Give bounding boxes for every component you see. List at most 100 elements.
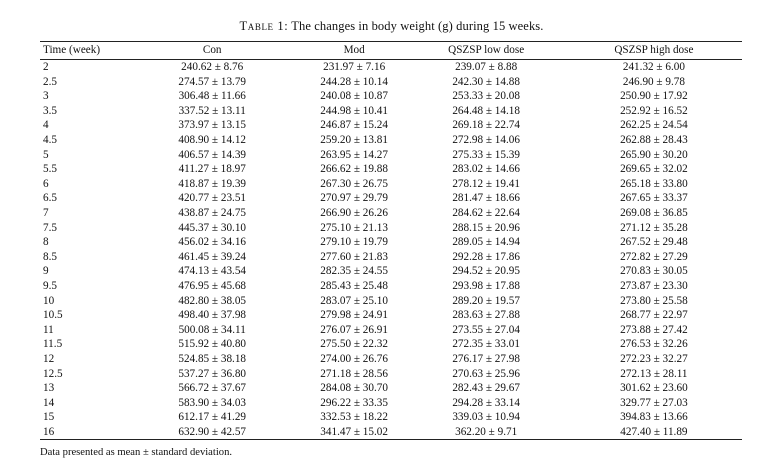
cell-con: 461.45 ± 39.24 bbox=[178, 250, 247, 263]
cell-mod: 276.07 ± 26.91 bbox=[320, 323, 388, 336]
cell-con: 498.40 ± 37.98 bbox=[178, 309, 247, 322]
cell-low-dose: 264.48 ± 14.18 bbox=[452, 104, 520, 117]
table-body: 2 240.62 ± 8.76 231.97 ± 7.16 239.07 ± 8.88… bbox=[40, 60, 742, 441]
cell-high-dose: 267.52 ± 29.48 bbox=[620, 236, 688, 249]
cell-high-dose: 250.90 ± 17.92 bbox=[620, 90, 688, 103]
cell-con: 476.95 ± 45.68 bbox=[178, 279, 247, 292]
cell-mod: 274.00 ± 26.76 bbox=[320, 352, 388, 365]
cell-time: 8 bbox=[43, 236, 49, 249]
table-row: 2 240.62 ± 8.76 231.97 ± 7.16 239.07 ± 8.88… bbox=[40, 60, 742, 75]
cell-mod: 244.98 ± 10.41 bbox=[320, 104, 388, 117]
cell-mod: 270.97 ± 29.79 bbox=[320, 192, 388, 205]
cell-mod: 284.08 ± 30.70 bbox=[320, 382, 388, 395]
table-row: 15 612.17 ± 41.29 332.53 ± 18.22 339.03 ± 1… bbox=[40, 410, 742, 425]
cell-time: 7.5 bbox=[43, 221, 57, 234]
cell-low-dose: 281.47 ± 18.66 bbox=[452, 192, 520, 205]
cell-low-dose: 278.12 ± 19.41 bbox=[452, 177, 520, 190]
cell-high-dose: 273.88 ± 27.42 bbox=[620, 323, 688, 336]
table-row: 8 456.02 ± 34.16 279.10 ± 19.79 289.05 ± 14… bbox=[40, 235, 742, 250]
cell-con: 566.72 ± 37.67 bbox=[178, 382, 247, 395]
cell-high-dose: 265.90 ± 30.20 bbox=[620, 148, 688, 161]
cell-mod: 296.22 ± 33.35 bbox=[320, 396, 388, 409]
cell-time: 4.5 bbox=[43, 134, 57, 147]
cell-time: 8.5 bbox=[43, 250, 57, 263]
cell-time: 6 bbox=[43, 177, 49, 190]
cell-con: 524.85 ± 38.18 bbox=[178, 352, 247, 365]
cell-con: 482.80 ± 38.05 bbox=[178, 294, 247, 307]
cell-time: 7 bbox=[43, 206, 49, 219]
table-row: 8.5 461.45 ± 39.24 277.60 ± 21.83 292.28 ± … bbox=[40, 250, 742, 265]
body-weight-table: Time (week) Con Mod QSZSP low dose QSZSP hig… bbox=[40, 41, 742, 441]
table-row: 11 500.08 ± 34.11 276.07 ± 26.91 273.55 ± 2… bbox=[40, 323, 742, 338]
table-row: 4.5 408.90 ± 14.12 259.20 ± 13.81 272.98 ± … bbox=[40, 133, 742, 148]
cell-high-dose: 272.13 ± 28.11 bbox=[620, 367, 688, 380]
cell-con: 438.87 ± 24.75 bbox=[178, 206, 247, 219]
cell-con: 418.87 ± 19.39 bbox=[178, 177, 247, 190]
cell-time: 5 bbox=[43, 148, 49, 161]
header-time-week: Time (week) bbox=[40, 41, 123, 60]
table-row: 7 438.87 ± 24.75 266.90 ± 26.26 284.62 ± 22… bbox=[40, 206, 742, 221]
cell-time: 6.5 bbox=[43, 192, 57, 205]
cell-con: 632.90 ± 42.57 bbox=[122, 424, 302, 441]
cell-time: 10 bbox=[43, 294, 55, 307]
header-qszsp-low-dose: QSZSP low dose bbox=[406, 41, 566, 60]
cell-low-dose: 270.63 ± 25.96 bbox=[452, 367, 520, 380]
cell-mod: 285.43 ± 25.48 bbox=[320, 279, 388, 292]
cell-con: 500.08 ± 34.11 bbox=[178, 323, 246, 336]
header-qszsp-high-dose: QSZSP high dose bbox=[565, 41, 742, 60]
cell-high-dose: 272.82 ± 27.29 bbox=[620, 250, 688, 263]
cell-high-dose: 267.65 ± 33.37 bbox=[620, 192, 688, 205]
cell-con: 515.92 ± 40.80 bbox=[178, 338, 247, 351]
caption-text: The changes in body weight (g) during 15… bbox=[291, 19, 544, 33]
cell-time: 2 bbox=[43, 61, 49, 74]
cell-mod: 277.60 ± 21.83 bbox=[320, 250, 388, 263]
table-caption: Table 1: The changes in body weight (g) … bbox=[0, 19, 783, 34]
table-header-row: Time (week) Con Mod QSZSP low dose QSZSP hig… bbox=[40, 41, 742, 60]
cell-mod: 240.08 ± 10.87 bbox=[320, 90, 388, 103]
cell-time: 3.5 bbox=[43, 104, 57, 117]
cell-mod: 283.07 ± 25.10 bbox=[320, 294, 388, 307]
cell-high-dose: 329.77 ± 27.03 bbox=[620, 396, 688, 409]
table-row: 3.5 337.52 ± 13.11 244.98 ± 10.41 264.48 ± … bbox=[40, 104, 742, 119]
table-footnote: Data presented as mean ± standard deviat… bbox=[40, 447, 233, 458]
cell-high-dose: 262.25 ± 24.54 bbox=[620, 119, 688, 132]
cell-con: 406.57 ± 14.39 bbox=[178, 148, 247, 161]
cell-low-dose: 272.98 ± 14.06 bbox=[452, 134, 520, 147]
cell-con: 373.97 ± 13.15 bbox=[178, 119, 247, 132]
cell-low-dose: 362.20 ± 9.71 bbox=[406, 424, 566, 441]
table-row: 9.5 476.95 ± 45.68 285.43 ± 25.48 293.98 ± … bbox=[40, 279, 742, 294]
cell-mod: 266.62 ± 19.88 bbox=[320, 163, 388, 176]
table-row: 13 566.72 ± 37.67 284.08 ± 30.70 282.43 ± 2… bbox=[40, 381, 742, 396]
cell-low-dose: 294.28 ± 33.14 bbox=[452, 396, 520, 409]
cell-high-dose: 268.77 ± 22.97 bbox=[620, 309, 688, 322]
table-row: 2.5 274.57 ± 13.79 244.28 ± 10.14 242.30 ± … bbox=[40, 75, 742, 90]
cell-con: 240.62 ± 8.76 bbox=[181, 61, 244, 74]
cell-mod: 266.90 ± 26.26 bbox=[320, 206, 388, 219]
cell-mod: 341.47 ± 15.02 bbox=[301, 424, 407, 441]
table-row: 11.5 515.92 ± 40.80 275.50 ± 22.32 272.35 ±… bbox=[40, 337, 742, 352]
caption-label: Table 1: bbox=[239, 19, 289, 33]
cell-con: 456.02 ± 34.16 bbox=[178, 236, 247, 249]
cell-mod: 282.35 ± 24.55 bbox=[320, 265, 388, 278]
cell-low-dose: 282.43 ± 29.67 bbox=[452, 382, 520, 395]
cell-mod: 246.87 ± 15.24 bbox=[320, 119, 388, 132]
cell-mod: 279.98 ± 24.91 bbox=[320, 309, 388, 322]
cell-high-dose: 273.80 ± 25.58 bbox=[620, 294, 688, 307]
cell-low-dose: 273.55 ± 27.04 bbox=[452, 323, 520, 336]
cell-low-dose: 289.20 ± 19.57 bbox=[452, 294, 520, 307]
cell-time: 11 bbox=[43, 323, 54, 336]
cell-high-dose: 270.83 ± 30.05 bbox=[620, 265, 688, 278]
cell-con: 408.90 ± 14.12 bbox=[178, 134, 247, 147]
cell-mod: 244.28 ± 10.14 bbox=[320, 75, 388, 88]
cell-low-dose: 253.33 ± 20.08 bbox=[452, 90, 520, 103]
cell-high-dose: 273.87 ± 23.30 bbox=[620, 279, 688, 292]
cell-low-dose: 294.52 ± 20.95 bbox=[452, 265, 520, 278]
table-row: 3 306.48 ± 11.66 240.08 ± 10.87 253.33 ± 20… bbox=[40, 89, 742, 104]
table-row: 6.5 420.77 ± 23.51 270.97 ± 29.79 281.47 ± … bbox=[40, 191, 742, 206]
cell-high-dose: 301.62 ± 23.60 bbox=[620, 382, 688, 395]
header-mod: Mod bbox=[301, 41, 407, 60]
cell-high-dose: 252.92 ± 16.52 bbox=[620, 104, 688, 117]
cell-low-dose: 275.33 ± 15.39 bbox=[452, 148, 520, 161]
cell-time: 15 bbox=[43, 411, 55, 424]
cell-time: 11.5 bbox=[43, 338, 63, 351]
